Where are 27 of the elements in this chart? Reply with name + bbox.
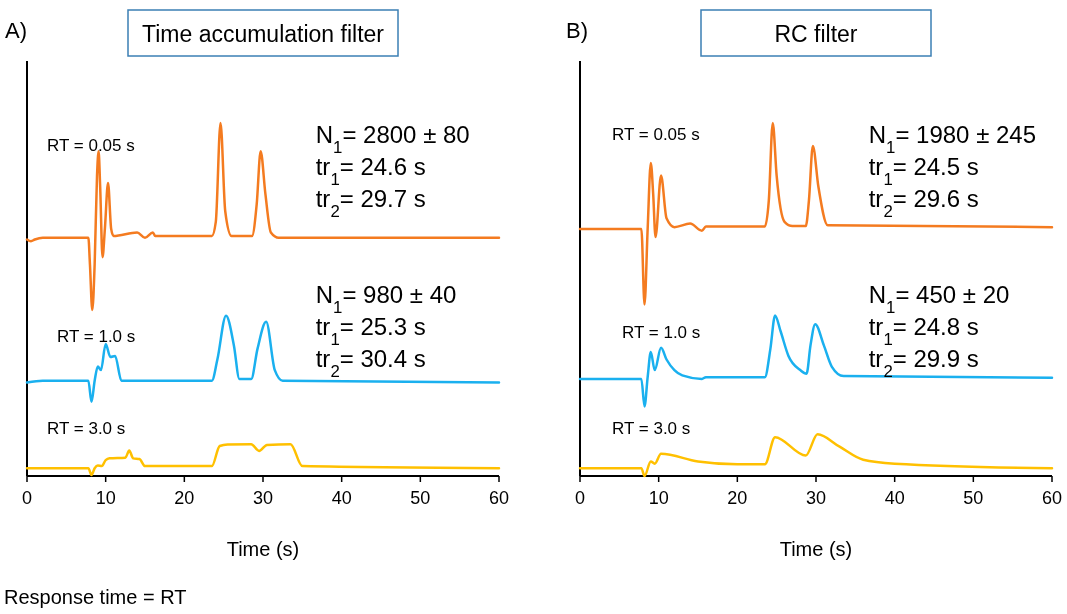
- x-tick-label: 30: [252, 488, 274, 508]
- x-tick-label: 50: [410, 488, 431, 508]
- series-label: RT = 0.05 s: [47, 135, 135, 155]
- x-tick-label: 20: [174, 488, 195, 508]
- x-tick-label: 40: [884, 488, 905, 508]
- x-tick-label: 60: [488, 488, 510, 508]
- x-tick-label: 60: [1041, 488, 1063, 508]
- x-tick-label: 50: [963, 488, 984, 508]
- x-tick-label: 30: [805, 488, 827, 508]
- chart-title: RC filter: [774, 21, 858, 47]
- series-label: RT = 1.0 s: [622, 322, 701, 342]
- x-tick-label: 20: [727, 488, 748, 508]
- text: B): [566, 18, 588, 43]
- series-label: RT = 1.0 s: [57, 327, 136, 347]
- x-tick-label: 10: [648, 488, 669, 508]
- text: Response time = RT: [4, 586, 187, 608]
- chart-title: Time accumulation filter: [141, 21, 385, 47]
- series-label: RT = 3.0 s: [47, 419, 126, 439]
- x-tick-label: 40: [331, 488, 352, 508]
- x-axis-title: Time (s): [779, 538, 853, 560]
- x-tick-label: 10: [95, 488, 116, 508]
- text: A): [5, 18, 27, 43]
- x-tick-label: 0: [574, 488, 586, 508]
- x-axis-title: Time (s): [226, 538, 300, 560]
- series-label: RT = 0.05 s: [612, 125, 700, 145]
- series-label: RT = 3.0 s: [612, 419, 691, 439]
- x-tick-label: 0: [21, 488, 33, 508]
